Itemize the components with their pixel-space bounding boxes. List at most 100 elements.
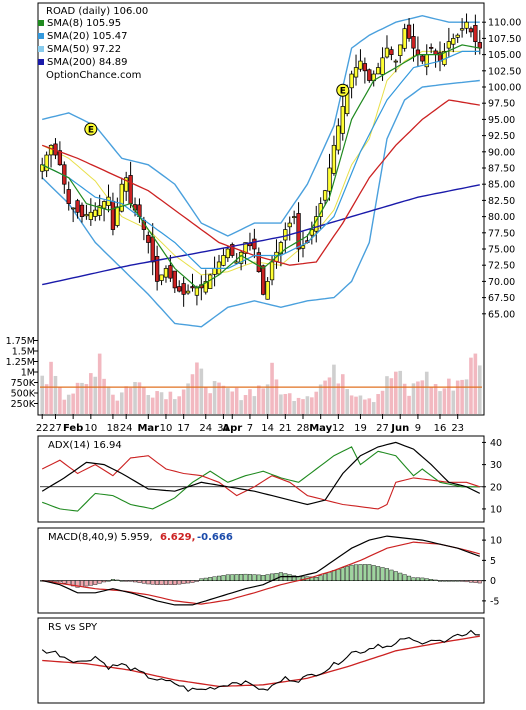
macd-histogram-bar	[442, 580, 447, 582]
macd-histogram-bar	[468, 580, 473, 583]
volume-bar	[221, 385, 226, 414]
volume-bar	[124, 386, 128, 414]
macd-histogram-bar	[71, 580, 76, 587]
candle-body	[70, 207, 76, 210]
candle-body	[48, 144, 54, 156]
x-tick-label: 28	[297, 423, 310, 434]
volume-bar	[111, 394, 115, 414]
candle-body	[375, 67, 381, 75]
candle-body	[154, 256, 160, 282]
macd-histogram-bar	[221, 575, 226, 581]
candle-body	[393, 60, 398, 63]
candle-body	[459, 28, 465, 31]
source-label: OptionChance.com	[46, 70, 141, 81]
candlesticks	[40, 13, 482, 307]
candle-body	[473, 25, 478, 42]
macd-histogram-bar	[261, 575, 266, 581]
bollinger-lower-line	[41, 79, 480, 328]
volume-bar	[354, 396, 358, 414]
volume-bar	[150, 397, 155, 414]
legend: SMA(8) 105.95 SMA(20) 105.47 SMA(50) 97.…	[38, 18, 141, 81]
macd-histogram-bar	[88, 580, 93, 586]
candle-body	[455, 34, 460, 38]
macd-histogram-bar	[358, 564, 363, 581]
volume-bar	[402, 383, 407, 414]
candle-body	[119, 183, 124, 212]
volume-bar	[199, 368, 204, 414]
volume-bar	[394, 371, 398, 414]
x-tick-label: 27	[49, 423, 62, 434]
rs-average-line	[42, 635, 480, 688]
macd-histogram-bar	[208, 577, 213, 581]
volume-bar	[40, 375, 45, 414]
volume-bar	[270, 362, 274, 414]
volume-bar	[398, 370, 403, 414]
volume-bar	[252, 396, 257, 414]
volume-bar	[230, 391, 235, 414]
candle-body	[101, 201, 107, 209]
x-tick-label: 21	[279, 423, 292, 434]
candle-body	[336, 125, 341, 151]
candle-body	[84, 214, 89, 217]
volume-bar	[314, 391, 319, 414]
macd-histogram-bar	[314, 577, 319, 581]
volume-bar	[115, 400, 120, 414]
volume-bar	[301, 399, 305, 414]
candle-body	[256, 252, 261, 273]
candle-body	[252, 238, 257, 250]
macd-histogram-bar	[106, 580, 111, 582]
volume-bar	[181, 389, 186, 414]
volume-bar	[119, 392, 124, 414]
volume-bar	[137, 382, 142, 414]
x-tick-label: 17	[177, 423, 190, 434]
volume-bar	[89, 373, 93, 414]
volume-bar	[243, 395, 248, 414]
macd-histogram-bar	[84, 580, 89, 587]
volume-bar	[195, 362, 199, 414]
earnings-marker	[84, 122, 98, 136]
macd-histogram-bar	[336, 568, 341, 581]
candle-body	[283, 229, 288, 241]
volume-bar	[336, 383, 341, 414]
minus-di-line	[41, 455, 480, 510]
rs-title: RS vs SPY	[48, 622, 98, 633]
macd-histogram-bar	[429, 579, 434, 581]
macd-histogram-bar	[137, 580, 142, 583]
volume-bar	[177, 396, 182, 414]
volume-bar	[332, 364, 336, 414]
axis-ticks: 110.00 107.50 105.00 102.50 100.00 97.50 95.00…	[6, 18, 522, 608]
macd-histogram-bar	[451, 580, 456, 582]
price-title: ROAD (daily) 106.00	[46, 6, 148, 17]
volume-bar	[106, 386, 111, 414]
volume-tick-label: 1M	[21, 368, 35, 379]
macd-histogram-bar	[155, 580, 160, 585]
macd-histogram-bar	[199, 578, 204, 581]
plus-di-line	[42, 446, 480, 512]
price-tick-label: 80.00	[488, 212, 515, 223]
candle-body	[384, 47, 390, 58]
adx-title: ADX(14) 16.94	[48, 440, 122, 451]
macd-histogram-bar	[292, 575, 297, 581]
candle-body	[340, 106, 345, 134]
candle-body	[292, 216, 297, 218]
volume-bar	[327, 377, 332, 414]
candle-body	[420, 55, 425, 62]
macd-hist-value: -0.666	[197, 532, 233, 543]
indicator-lines	[40, 441, 482, 693]
macd-histogram-bar	[115, 579, 120, 581]
macd-title: MACD(8,40,9) 5.959,	[48, 532, 153, 543]
volume-bar	[310, 397, 314, 414]
volume-bar	[318, 384, 323, 414]
candle-body	[389, 49, 394, 55]
price-tick-label: 105.00	[488, 50, 521, 61]
volume-bar	[62, 399, 67, 414]
price-tick-label: 95.00	[488, 115, 515, 126]
macd-histogram-bar	[177, 580, 182, 585]
volume-bar	[212, 381, 217, 414]
macd-histogram-bar	[371, 565, 376, 581]
legend-swatch-sma200	[38, 59, 44, 65]
volume-bar	[367, 398, 372, 414]
macd-histogram-bar	[464, 580, 469, 583]
adx-tick-label: 20	[490, 482, 502, 493]
volume-bar	[358, 395, 363, 414]
